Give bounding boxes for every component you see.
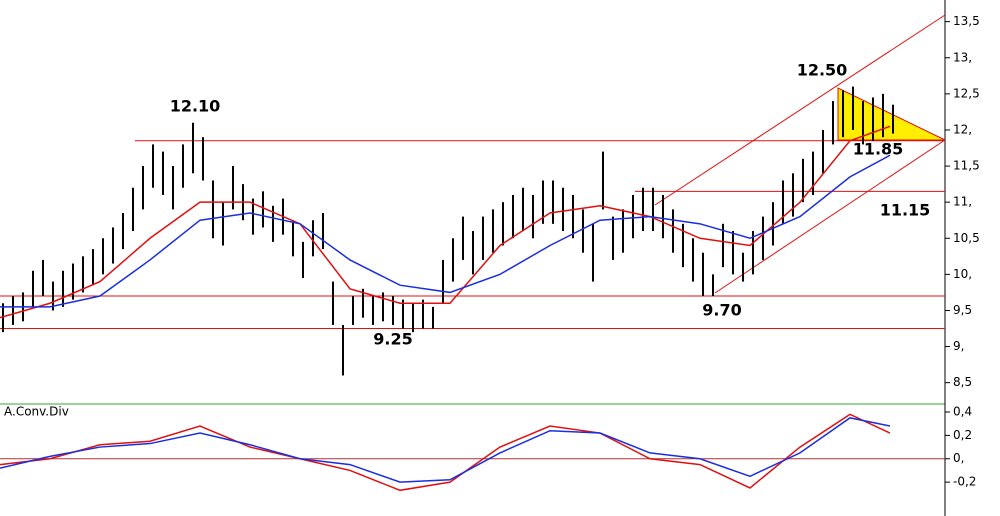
line: [0, 417, 891, 483]
annotation: 11.85: [853, 140, 904, 159]
y-tick-label: 13,: [953, 50, 972, 64]
annotation: 9.25: [373, 330, 412, 349]
y-tick-label: 8,5: [953, 375, 972, 389]
y-tick-label: 10,5: [953, 231, 980, 245]
macd-title: A.Conv.Div: [4, 405, 69, 419]
y-tick-label: 0,2: [953, 428, 972, 442]
triangle: [837, 87, 946, 141]
y-tick-label: 12,5: [953, 86, 980, 100]
line: [0, 413, 891, 492]
y-tick-label: 9,: [953, 339, 964, 353]
annotation: 12.10: [170, 97, 221, 116]
y-tick-label: 9,5: [953, 303, 972, 317]
y-tick-label: 10,: [953, 267, 972, 281]
y-tick-label: -0,2: [953, 475, 976, 489]
annotation: 11.15: [880, 201, 931, 220]
line: [0, 154, 891, 308]
y-tick-label: 13,5: [953, 14, 980, 28]
y-tick-label: 11,5: [953, 159, 980, 173]
y-tick-label: 0,: [953, 451, 964, 465]
annotation: 9.70: [702, 301, 741, 320]
annotation: 12.50: [797, 61, 848, 80]
y-tick-label: 11,: [953, 195, 972, 209]
y-tick-label: 0,4: [953, 405, 972, 419]
line: [0, 125, 891, 319]
channel-upper: [654, 14, 946, 206]
y-tick-label: 12,: [953, 122, 972, 136]
